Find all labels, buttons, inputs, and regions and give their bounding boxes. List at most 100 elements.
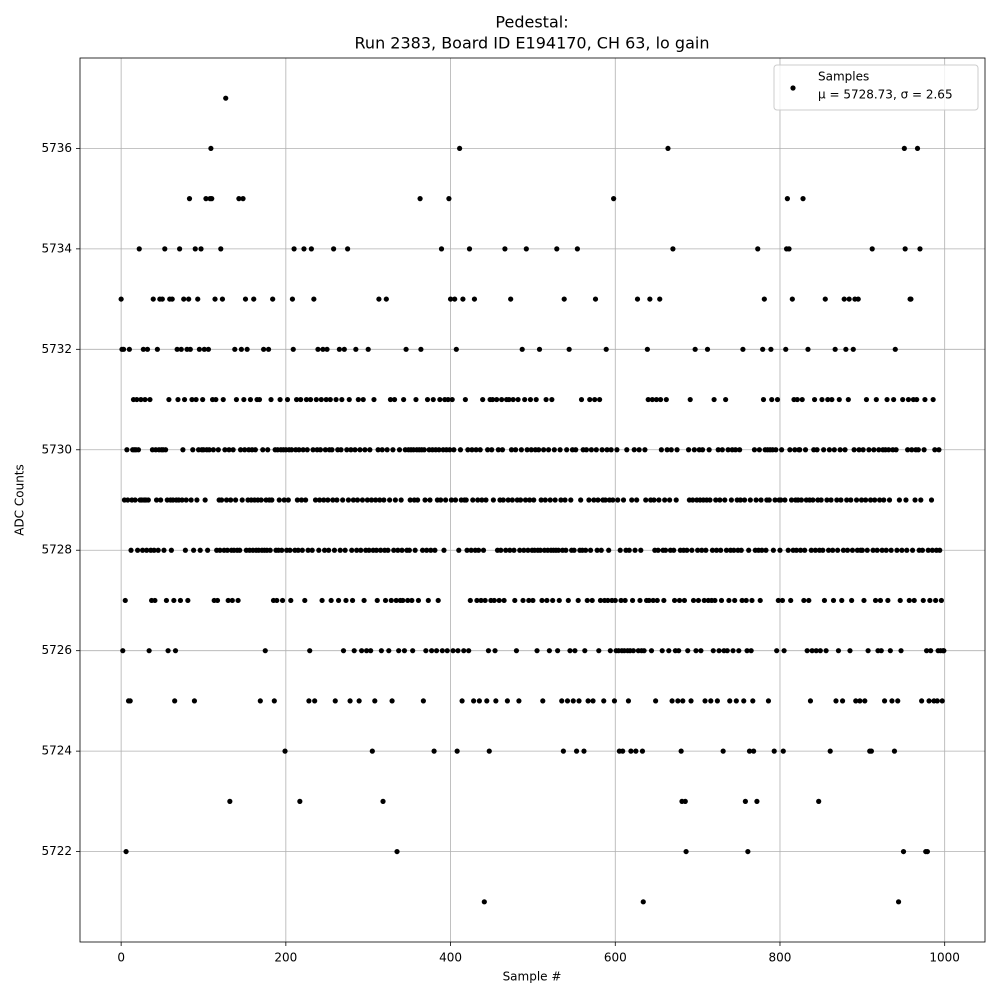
data-point	[758, 497, 764, 503]
data-point	[136, 246, 142, 252]
data-point	[120, 648, 126, 654]
data-point	[449, 396, 455, 403]
data-point	[350, 497, 356, 503]
data-point	[558, 497, 564, 503]
data-point	[307, 396, 314, 403]
y-axis-label: ADC Counts	[13, 464, 27, 536]
data-point	[765, 698, 772, 704]
data-point	[631, 447, 637, 453]
data-point	[303, 396, 310, 403]
data-point	[630, 648, 636, 654]
data-point	[209, 196, 215, 202]
data-point	[928, 497, 935, 503]
data-point	[924, 848, 930, 855]
data-point	[560, 748, 566, 754]
data-point	[214, 597, 221, 604]
data-point	[802, 447, 809, 453]
data-point	[470, 497, 476, 503]
data-point	[656, 497, 662, 503]
data-point	[716, 648, 722, 654]
data-point	[454, 748, 460, 754]
data-point	[547, 497, 553, 503]
data-point	[725, 447, 731, 453]
data-point	[702, 698, 708, 704]
data-point	[480, 547, 487, 553]
data-point	[688, 698, 694, 704]
data-point	[363, 648, 370, 654]
data-point	[421, 447, 427, 453]
data-point	[634, 296, 641, 302]
data-point	[455, 648, 461, 654]
data-point	[550, 597, 556, 604]
data-point	[704, 346, 711, 352]
data-point	[573, 447, 579, 453]
data-point	[693, 648, 699, 654]
data-point	[893, 447, 899, 453]
data-point	[763, 547, 769, 553]
data-point	[498, 547, 504, 553]
data-point	[436, 447, 442, 453]
data-point	[261, 346, 267, 352]
data-point	[509, 497, 515, 503]
data-point	[523, 246, 529, 252]
data-point	[507, 547, 513, 553]
data-point	[867, 497, 874, 503]
data-point	[545, 447, 552, 453]
data-point	[399, 547, 405, 553]
data-point	[230, 447, 236, 453]
data-point	[515, 396, 521, 403]
data-point	[274, 597, 280, 604]
data-point	[667, 497, 673, 503]
data-point	[367, 447, 373, 453]
data-point	[306, 698, 312, 704]
data-point	[154, 346, 160, 352]
data-point	[163, 597, 170, 604]
data-point	[485, 648, 492, 654]
data-point	[319, 597, 325, 604]
data-point	[668, 447, 674, 453]
data-point	[276, 497, 282, 503]
data-point	[304, 447, 310, 453]
data-point	[317, 497, 323, 503]
data-point	[663, 396, 669, 403]
data-point	[739, 597, 745, 604]
data-point	[483, 497, 489, 503]
data-point	[647, 296, 653, 302]
data-point	[821, 597, 828, 604]
data-point	[883, 547, 889, 553]
data-point	[477, 447, 483, 453]
data-point	[740, 346, 746, 352]
data-point	[158, 497, 164, 503]
data-point	[798, 497, 804, 503]
data-point	[496, 597, 502, 604]
data-point	[351, 648, 357, 654]
data-point	[756, 447, 762, 453]
data-point	[489, 396, 496, 403]
data-point	[769, 396, 775, 403]
data-point	[335, 597, 342, 604]
data-point	[364, 497, 370, 503]
data-point	[850, 346, 856, 352]
data-point	[375, 447, 381, 453]
data-point	[362, 447, 368, 453]
data-point	[193, 396, 199, 403]
data-point	[321, 497, 327, 503]
data-point	[793, 547, 800, 553]
data-point	[899, 547, 905, 553]
data-point	[781, 648, 787, 654]
data-point	[490, 497, 496, 503]
data-point	[878, 648, 884, 654]
data-point	[485, 447, 491, 453]
data-point	[618, 597, 624, 604]
data-point	[354, 547, 360, 553]
data-point	[387, 497, 393, 503]
data-point	[873, 396, 879, 403]
data-point	[720, 748, 726, 754]
data-point	[457, 145, 463, 152]
data-point	[258, 497, 264, 503]
data-point	[377, 547, 384, 553]
data-point	[242, 296, 249, 302]
data-point	[760, 346, 766, 352]
data-point	[224, 547, 230, 553]
